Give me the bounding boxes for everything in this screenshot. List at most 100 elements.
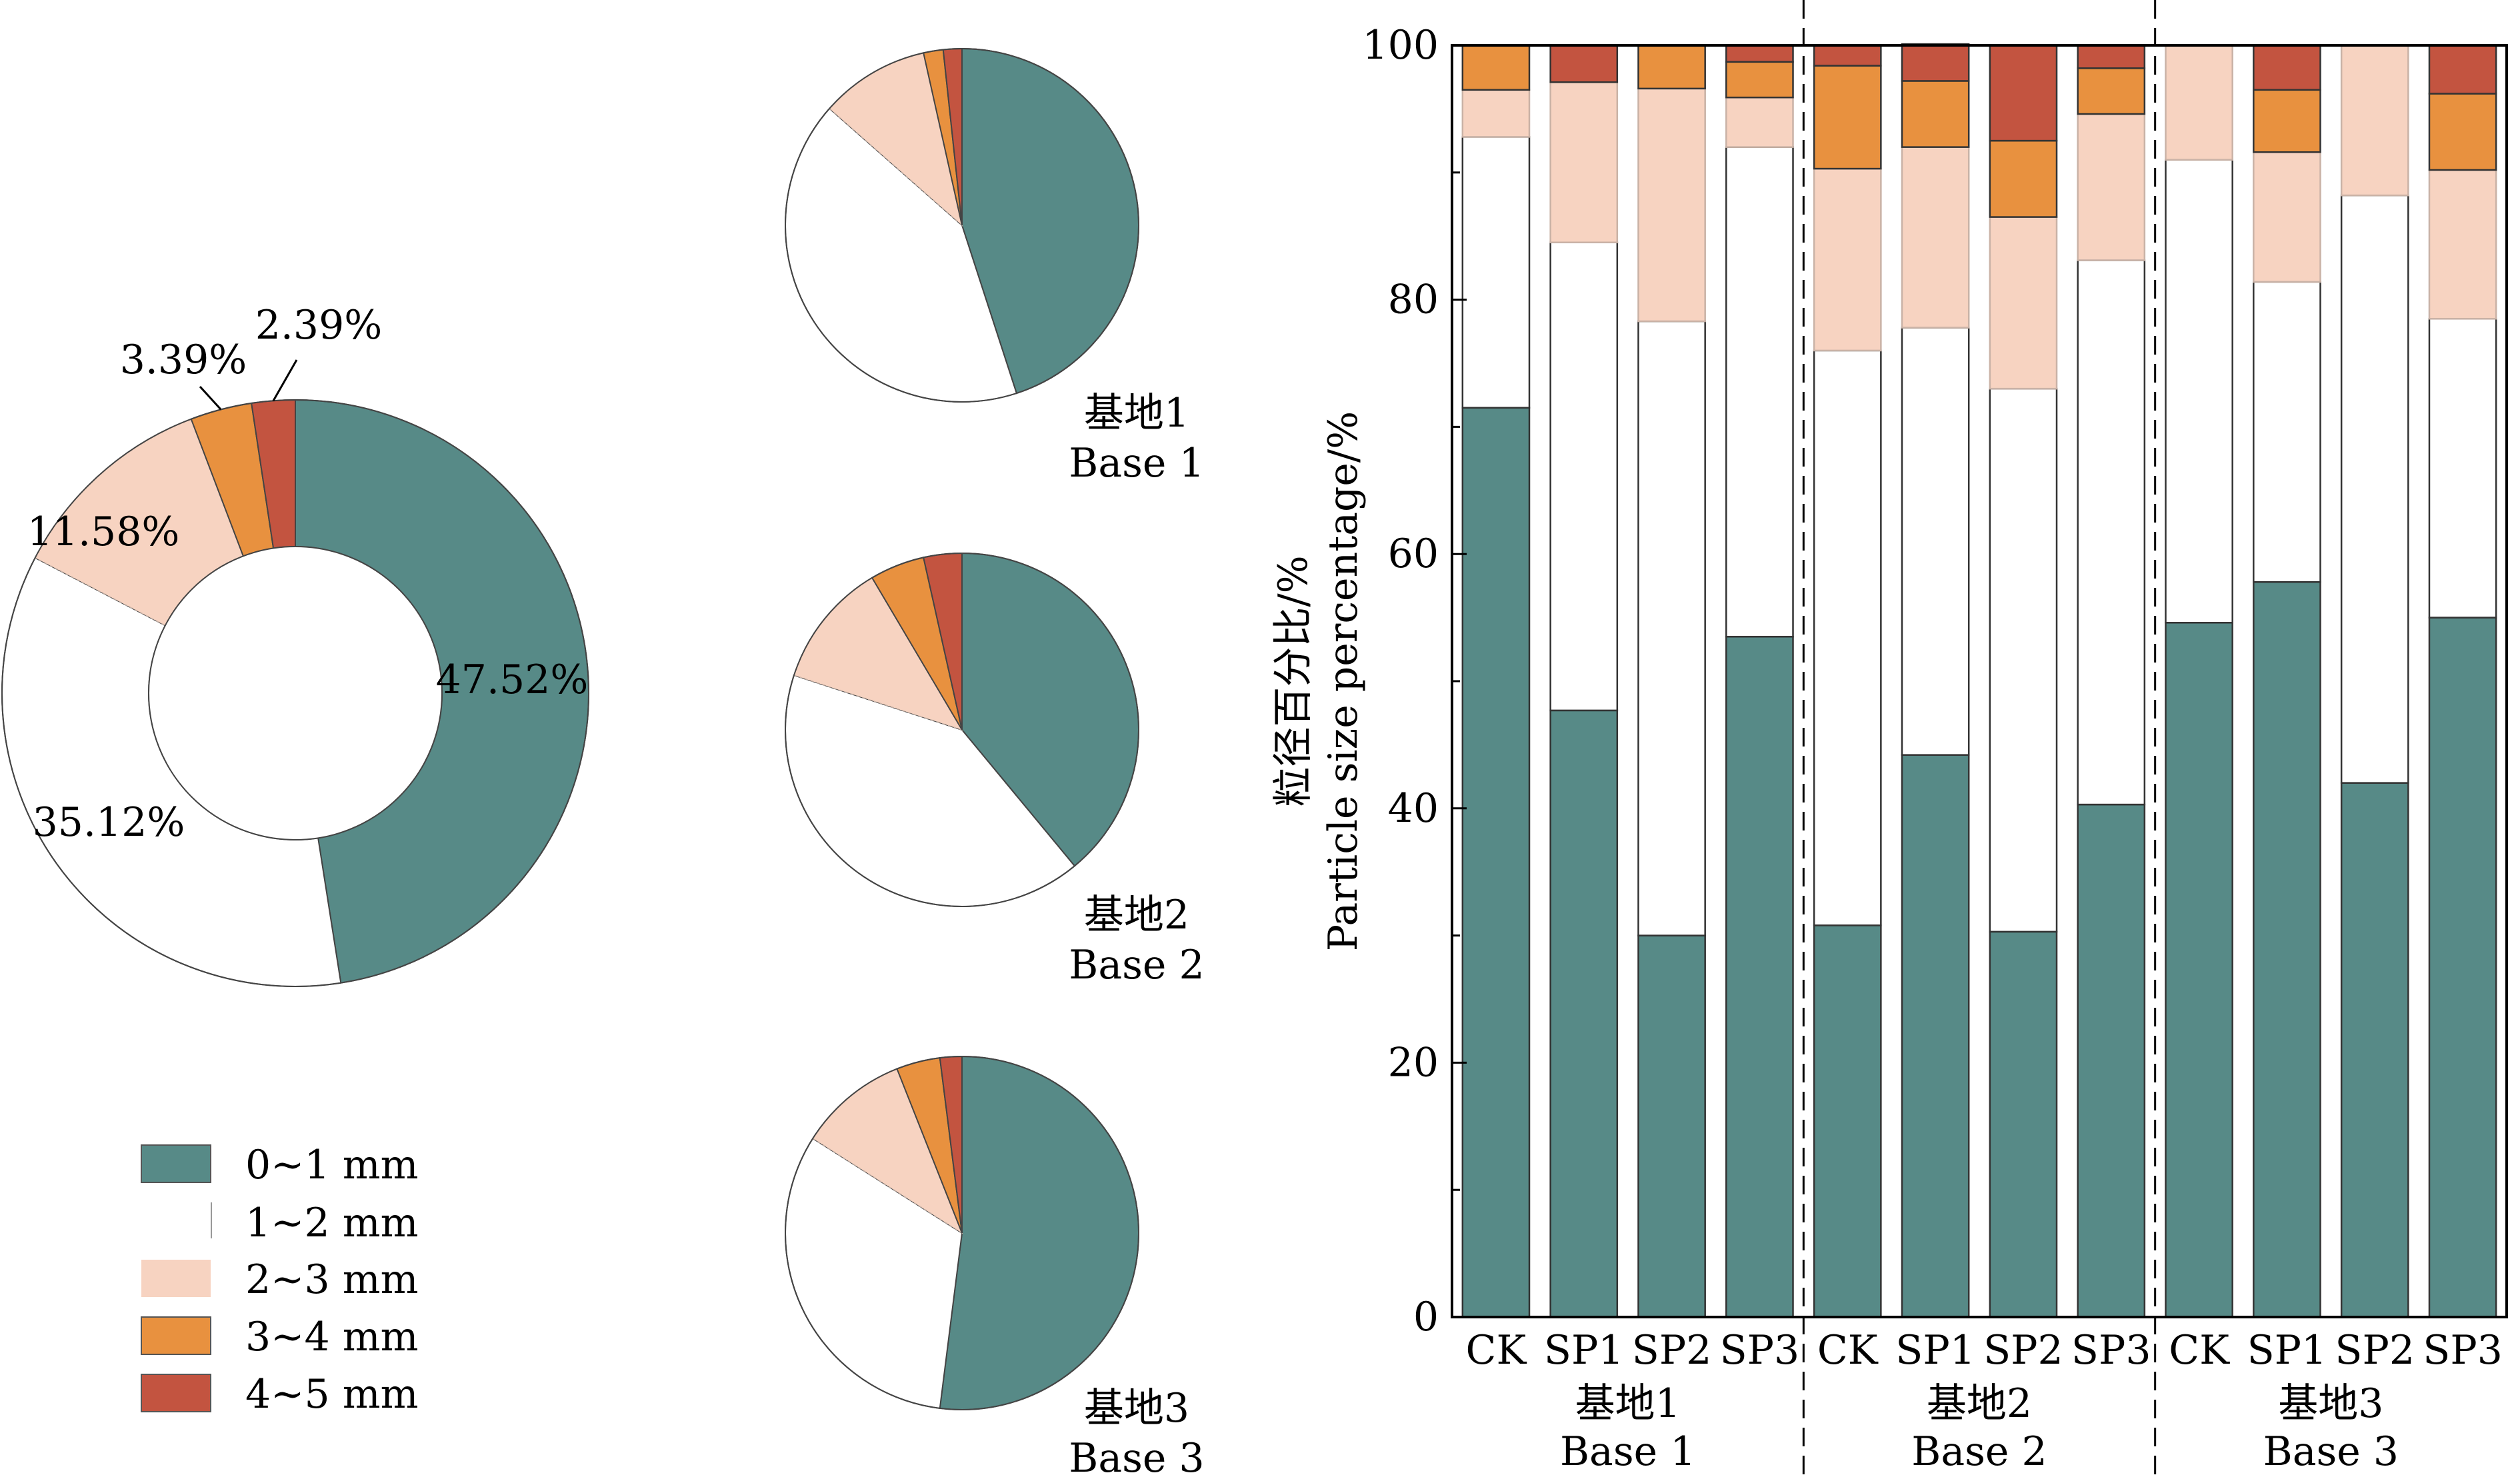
donut-outline — [1, 399, 589, 987]
bar-segment — [1725, 96, 1794, 148]
legend-swatch-0-1mm — [141, 1144, 211, 1183]
x-tick-label: SP2 — [1632, 1327, 1712, 1374]
bar-segment — [1813, 924, 1882, 1318]
bar-segment — [1813, 349, 1882, 926]
bar-segment — [1901, 327, 1970, 756]
bar-segment — [1725, 146, 1794, 638]
bar-segment — [2253, 281, 2321, 583]
bar-segment — [2077, 67, 2146, 115]
bar-segment — [1549, 81, 1619, 243]
base3-pie-outline — [785, 1056, 1139, 1410]
x-tick-label: SP3 — [1720, 1327, 1800, 1374]
bar-segment — [2253, 89, 2321, 153]
bar-segment — [1813, 44, 1882, 67]
y-tick-label: 80 — [1388, 277, 1439, 323]
bar-segment — [1549, 241, 1619, 712]
legend-swatch-4-5mm — [141, 1374, 211, 1412]
legend-label: 0~1 mm — [245, 1142, 418, 1188]
bar-segment — [1989, 930, 2058, 1318]
bar-segment — [1637, 87, 1706, 323]
bar-segment — [1637, 320, 1706, 936]
donut-hole — [148, 546, 443, 840]
pie-title-en: Base 2 — [1069, 942, 1204, 988]
x-tick-label: SP1 — [1895, 1327, 1975, 1374]
base1-pie-slice-2 — [829, 52, 963, 227]
legend-item: 2~3 mm — [141, 1256, 418, 1303]
bar-segment — [1637, 44, 1706, 90]
legend-item: 1~2 mm — [211, 1200, 418, 1246]
pie-title-zh: 基地1 — [1084, 390, 1189, 437]
bar-segment — [1813, 65, 1882, 170]
bar-segment — [1461, 89, 1531, 138]
legend-item: 0~1 mm — [141, 1142, 418, 1188]
pie-title-en: Base 1 — [1069, 440, 1204, 487]
y-tick-label: 60 — [1388, 531, 1439, 577]
legend-label: 1~2 mm — [245, 1200, 418, 1246]
group-label-zh: 基地2 — [1927, 1380, 2032, 1427]
overall-donut-chart: 47.52% 35.12% 11.58% 3.39%2.39% — [1, 302, 590, 988]
pie-title-zh: 基地3 — [1084, 1385, 1189, 1432]
x-tick-label: SP2 — [1983, 1327, 2063, 1374]
bar-segment — [2428, 169, 2497, 320]
pie-title-en: Base 3 — [1069, 1435, 1204, 1477]
y-axis-label-en: Particle size percentage/% — [1320, 411, 1367, 951]
x-tick-label: SP1 — [2247, 1327, 2327, 1374]
donut-leader-line — [272, 359, 298, 401]
x-tick-label: SP1 — [1544, 1327, 1624, 1374]
group-label-zh: 基地3 — [2278, 1380, 2383, 1427]
bar-segment — [1549, 44, 1619, 83]
x-tick-label: CK — [1817, 1327, 1879, 1374]
bar-segment — [2077, 44, 2146, 69]
stacked-bar-chart: CK SP1 SP2 SP3 CK SP1 SP2 SP3 CK SP1 SP2 SP30204060… — [1270, 0, 2508, 1477]
bar-segment — [2340, 194, 2409, 784]
donut-value-label: 35.12% — [33, 799, 185, 846]
legend-label: 4~5 mm — [245, 1371, 418, 1418]
bar-segment — [1725, 61, 1794, 99]
bar-segment — [1901, 43, 1970, 82]
bar-segment — [2077, 259, 2146, 806]
bar-segment — [2253, 581, 2321, 1318]
bar-segment — [2165, 44, 2233, 161]
group-label-en: Base 2 — [1911, 1428, 2047, 1475]
group-label-en: Base 3 — [2263, 1428, 2399, 1475]
bar-segment — [2077, 113, 2146, 261]
bar-segment — [1901, 754, 1970, 1318]
y-tick-label: 20 — [1388, 1039, 1439, 1086]
y-tick-label: 100 — [1362, 22, 1439, 69]
bar-segment — [2340, 44, 2409, 197]
y-tick-label: 0 — [1413, 1294, 1439, 1340]
legend-swatch-2-3mm — [141, 1260, 211, 1297]
donut-value-label: 2.39% — [255, 302, 383, 349]
base3-pie-slice-2 — [812, 1068, 963, 1234]
x-tick-label: SP3 — [2423, 1327, 2503, 1374]
donut-value-label: 3.39% — [120, 337, 247, 383]
donut-leader-line — [199, 385, 222, 411]
bar-segment — [1901, 80, 1970, 148]
legend-label: 2~3 mm — [245, 1256, 418, 1303]
donut-slice-2 — [34, 418, 244, 627]
base2-pie-outline — [785, 553, 1139, 907]
legend-swatch-3-4mm — [141, 1316, 211, 1355]
bar-segment — [1637, 934, 1706, 1318]
bar-segment — [1725, 44, 1794, 63]
bar-segment — [2428, 44, 2497, 95]
legend-label: 3~4 mm — [245, 1314, 418, 1360]
legend-item: 4~5 mm — [141, 1371, 418, 1418]
group-label-zh: 基地1 — [1575, 1380, 1681, 1427]
legend: 0~1 mm 1~2 mm 2~3 mm 3~4 mm 4~5 mm — [141, 1142, 418, 1418]
bar-segment — [2253, 44, 2321, 91]
legend-item: 3~4 mm — [141, 1314, 418, 1360]
y-tick-label: 40 — [1388, 785, 1439, 832]
bar-segment — [1461, 44, 1531, 91]
bar-segment — [1901, 146, 1970, 329]
bar-segment — [1989, 44, 2058, 142]
donut-value-label: 47.52% — [436, 657, 589, 703]
bar-segment — [1549, 709, 1619, 1318]
bar-segment — [1989, 216, 2058, 390]
bar-segment — [1813, 167, 1882, 352]
